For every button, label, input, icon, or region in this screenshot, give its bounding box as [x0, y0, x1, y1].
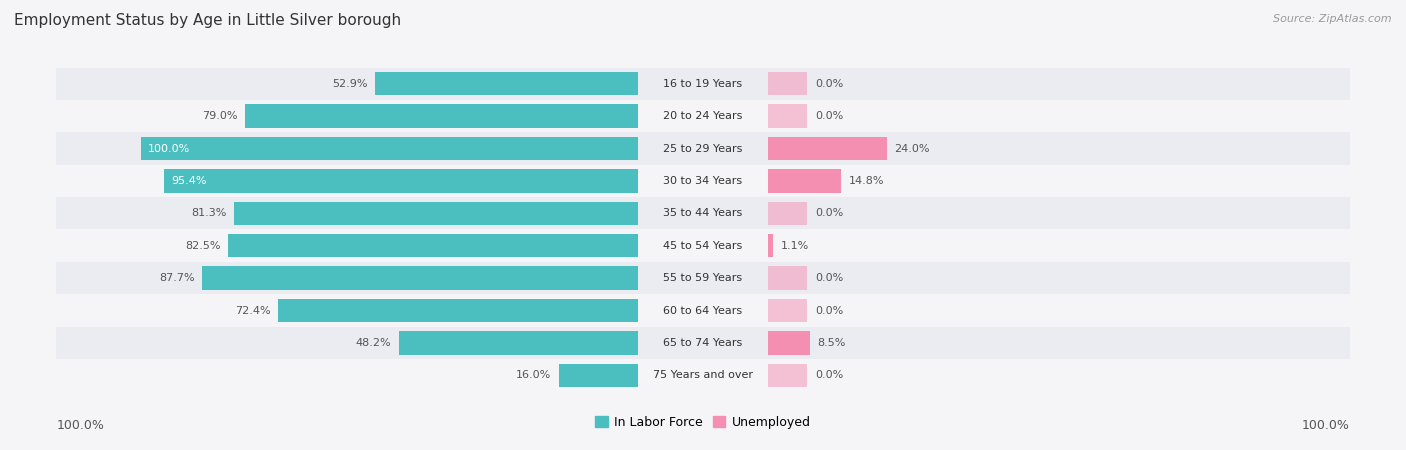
Text: 45 to 54 Years: 45 to 54 Years — [664, 241, 742, 251]
Text: 72.4%: 72.4% — [235, 306, 271, 315]
Bar — [56, 327, 1350, 359]
Text: 1.1%: 1.1% — [780, 241, 808, 251]
Text: 16 to 19 Years: 16 to 19 Years — [664, 79, 742, 89]
Text: 52.9%: 52.9% — [332, 79, 368, 89]
Bar — [768, 72, 807, 95]
Text: 14.8%: 14.8% — [849, 176, 884, 186]
Text: 24.0%: 24.0% — [894, 144, 929, 153]
Legend: In Labor Force, Unemployed: In Labor Force, Unemployed — [591, 411, 815, 434]
Text: 79.0%: 79.0% — [202, 111, 238, 121]
Bar — [202, 266, 638, 290]
Bar — [558, 364, 638, 387]
Text: 100.0%: 100.0% — [56, 419, 104, 432]
Text: 25 to 29 Years: 25 to 29 Years — [664, 144, 742, 153]
Text: 35 to 44 Years: 35 to 44 Years — [664, 208, 742, 218]
Text: 60 to 64 Years: 60 to 64 Years — [664, 306, 742, 315]
Bar — [768, 169, 841, 193]
Text: Source: ZipAtlas.com: Source: ZipAtlas.com — [1274, 14, 1392, 23]
Text: 65 to 74 Years: 65 to 74 Years — [664, 338, 742, 348]
Text: 100.0%: 100.0% — [1302, 419, 1350, 432]
Bar — [245, 104, 638, 128]
Bar — [56, 359, 1350, 392]
Text: 0.0%: 0.0% — [815, 79, 844, 89]
Bar — [56, 100, 1350, 132]
Text: 48.2%: 48.2% — [356, 338, 391, 348]
Bar — [278, 299, 638, 322]
Bar — [768, 104, 807, 128]
Text: 95.4%: 95.4% — [172, 176, 207, 186]
Text: 100.0%: 100.0% — [148, 144, 191, 153]
Bar — [56, 197, 1350, 230]
Text: 75 Years and over: 75 Years and over — [652, 370, 754, 380]
Bar — [768, 234, 773, 257]
Text: 81.3%: 81.3% — [191, 208, 226, 218]
Text: 55 to 59 Years: 55 to 59 Years — [664, 273, 742, 283]
Bar — [375, 72, 638, 95]
Bar — [768, 331, 810, 355]
Bar — [56, 165, 1350, 197]
Bar — [768, 299, 807, 322]
Text: Employment Status by Age in Little Silver borough: Employment Status by Age in Little Silve… — [14, 14, 401, 28]
Bar — [768, 266, 807, 290]
Bar — [56, 294, 1350, 327]
Bar — [56, 68, 1350, 100]
Text: 20 to 24 Years: 20 to 24 Years — [664, 111, 742, 121]
Text: 30 to 34 Years: 30 to 34 Years — [664, 176, 742, 186]
Bar — [56, 132, 1350, 165]
Text: 0.0%: 0.0% — [815, 111, 844, 121]
Text: 82.5%: 82.5% — [186, 241, 221, 251]
Bar — [163, 169, 638, 193]
Bar — [768, 202, 807, 225]
Bar — [233, 202, 638, 225]
Text: 0.0%: 0.0% — [815, 306, 844, 315]
Text: 0.0%: 0.0% — [815, 273, 844, 283]
Text: 0.0%: 0.0% — [815, 208, 844, 218]
Bar — [56, 230, 1350, 262]
Bar — [768, 137, 887, 160]
Text: 0.0%: 0.0% — [815, 370, 844, 380]
Bar — [141, 137, 638, 160]
Bar — [228, 234, 638, 257]
Bar — [56, 262, 1350, 294]
Text: 16.0%: 16.0% — [516, 370, 551, 380]
Bar — [398, 331, 638, 355]
Text: 87.7%: 87.7% — [159, 273, 194, 283]
Text: 8.5%: 8.5% — [817, 338, 846, 348]
Bar — [768, 364, 807, 387]
